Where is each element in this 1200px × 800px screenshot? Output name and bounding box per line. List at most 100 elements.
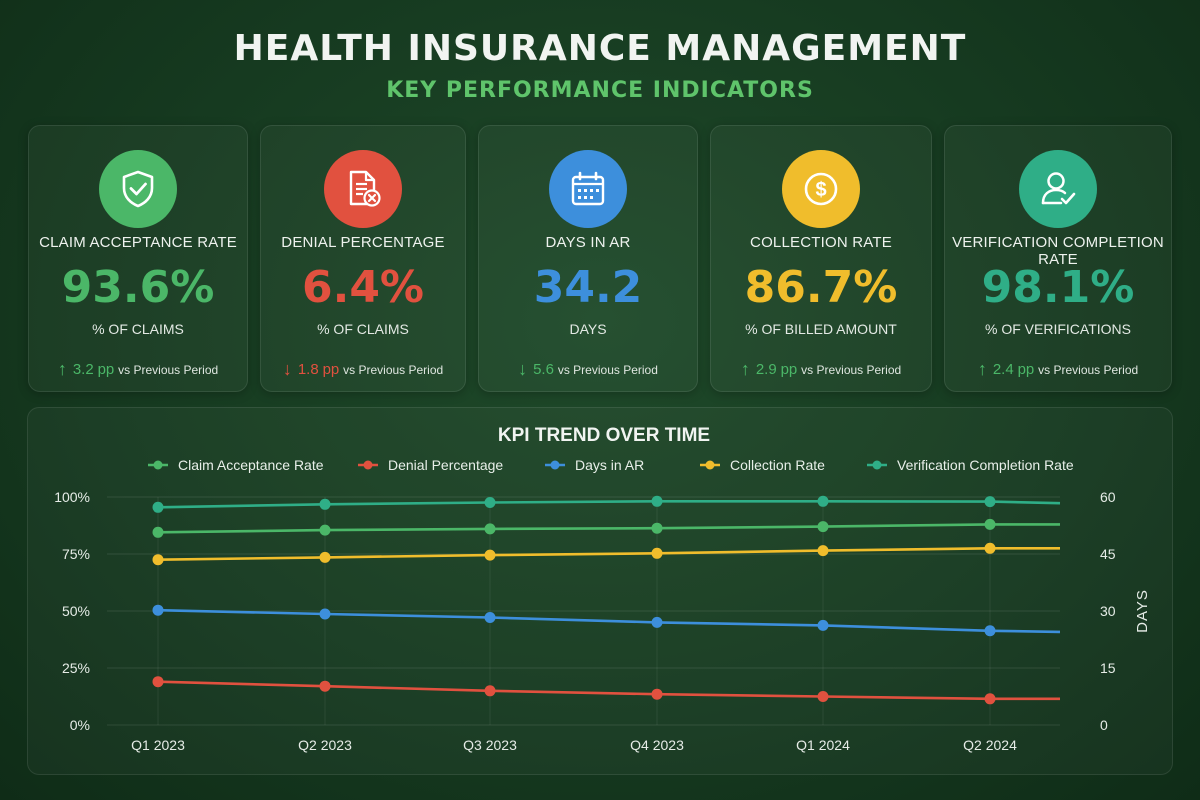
page-subtitle: KEY PERFORMANCE INDICATORS	[386, 78, 814, 103]
data-point	[484, 523, 496, 535]
data-point	[817, 495, 829, 507]
kpi-unit: % OF CLAIMS	[92, 321, 184, 337]
document-x-icon	[324, 150, 402, 228]
data-point	[484, 685, 496, 697]
kpi-label: DAYS IN AR	[545, 234, 631, 251]
y-tick-label: 0%	[70, 717, 90, 733]
data-point	[152, 604, 164, 616]
user-check-icon	[1019, 150, 1097, 228]
kpi-delta-suffix: vs Previous Period	[118, 363, 219, 377]
data-point	[152, 554, 164, 566]
data-point	[984, 625, 996, 637]
legend-item: Collection Rate	[700, 457, 825, 473]
x-tick-label: Q4 2023	[630, 737, 684, 753]
arrow-up-icon: ↑	[57, 359, 67, 379]
legend-label: Days in AR	[575, 457, 644, 473]
data-point	[319, 498, 331, 510]
y2-tick-label: 60	[1100, 489, 1116, 505]
x-tick-label: Q2 2023	[298, 737, 352, 753]
series-collection-rate	[152, 542, 1060, 566]
data-point	[984, 518, 996, 530]
arrow-up-icon: ↑	[740, 359, 750, 379]
kpi-card: $ COLLECTION RATE 86.7% % OF BILLED AMOUNT ↑…	[710, 125, 932, 392]
kpi-unit: % OF BILLED AMOUNT	[745, 321, 897, 337]
kpi-label: DENIAL PERCENTAGE	[281, 234, 445, 251]
data-point	[651, 616, 663, 628]
data-point	[817, 691, 829, 702]
legend-marker	[705, 460, 715, 470]
shield-check-icon	[99, 150, 177, 228]
calendar-icon	[549, 150, 627, 228]
kpi-delta: ↓ 1.8 pp vs Previous Period	[261, 358, 465, 379]
chart-panel	[27, 407, 1173, 775]
series-days-in-ar	[152, 604, 1061, 637]
legend-item: Days in AR	[545, 457, 644, 473]
x-tick-label: Q3 2023	[463, 737, 517, 753]
legend-item: Claim Acceptance Rate	[148, 457, 324, 473]
legend-label: Claim Acceptance Rate	[178, 457, 324, 473]
kpi-card: VERIFICATION COMPLETION RATE 98.1% % OF VE…	[944, 125, 1172, 392]
kpi-card: DENIAL PERCENTAGE 6.4% % OF CLAIMS ↓ 1.8 pp …	[260, 125, 466, 392]
y2-tick-label: 15	[1100, 660, 1116, 676]
kpi-delta-suffix: vs Previous Period	[801, 363, 902, 377]
arrow-down-icon: ↓	[518, 359, 528, 379]
data-point	[651, 495, 663, 507]
kpi-value: 93.6%	[61, 262, 215, 313]
kpi-value: 86.7%	[744, 262, 898, 313]
legend-item: Verification Completion Rate	[867, 457, 1074, 473]
legend-marker	[363, 460, 373, 470]
kpi-label: VERIFICATION COMPLETION RATE	[952, 234, 1164, 268]
kpi-delta: ↑ 3.2 pp vs Previous Period	[29, 358, 247, 379]
legend-label: Collection Rate	[730, 457, 825, 473]
x-tick-label: Q2 2024	[963, 737, 1017, 753]
chart-grid	[107, 496, 1060, 726]
dollar-icon: $	[782, 150, 860, 228]
kpi-delta-value: 1.8	[297, 361, 319, 378]
x-tick-label: Q1 2023	[131, 737, 185, 753]
kpi-unit: % OF CLAIMS	[317, 321, 409, 337]
series-line	[157, 680, 1060, 701]
data-point	[817, 545, 829, 557]
data-point	[817, 619, 829, 631]
y-tick-label: 50%	[62, 603, 90, 619]
kpi-delta-suffix: vs Previous Period	[557, 363, 658, 377]
kpi-delta-unit: pp	[1017, 361, 1035, 378]
arrow-down-icon: ↓	[282, 359, 292, 379]
y2-tick-label: 45	[1100, 546, 1116, 562]
legend-marker	[550, 460, 560, 470]
y-tick-label: 100%	[54, 489, 90, 505]
kpi-delta-unit: pp	[780, 361, 798, 378]
page-title: HEALTH INSURANCE MANAGEMENT	[233, 28, 967, 69]
legend-marker	[153, 460, 163, 470]
series-line	[157, 608, 1061, 634]
y2-tick-label: 0	[1100, 717, 1108, 733]
kpi-delta: ↑ 2.9 pp vs Previous Period	[711, 358, 931, 379]
kpi-value: 6.4%	[301, 262, 425, 313]
kpi-unit: DAYS	[569, 321, 607, 337]
legend-label: Denial Percentage	[388, 457, 503, 473]
data-point	[484, 612, 496, 623]
kpi-label: COLLECTION RATE	[750, 234, 892, 251]
y-tick-label: 75%	[62, 546, 90, 562]
data-point	[152, 501, 164, 513]
data-point	[984, 693, 996, 705]
series-line	[157, 499, 1061, 509]
series-denial-percentage	[152, 676, 1060, 705]
legend-item: Denial Percentage	[358, 457, 503, 473]
kpi-delta-value: 2.4	[992, 361, 1014, 378]
kpi-card: CLAIM ACCEPTANCE RATE 93.6% % OF CLAIMS ↑ 3.…	[28, 125, 248, 392]
y2-tick-label: 30	[1100, 603, 1116, 619]
svg-text:$: $	[815, 179, 826, 201]
data-point	[984, 496, 996, 508]
kpi-card: DAYS IN AR 34.2 DAYS ↓ 5.6 vs Previous Perio…	[478, 125, 698, 392]
kpi-label: CLAIM ACCEPTANCE RATE	[39, 234, 237, 251]
y-tick-label: 25%	[62, 660, 90, 676]
data-point	[651, 547, 663, 559]
kpi-value: 34.2	[533, 262, 643, 313]
data-point	[984, 542, 996, 554]
data-point	[484, 549, 496, 561]
data-point	[651, 688, 663, 700]
data-point	[152, 676, 164, 688]
kpi-delta: ↑ 2.4 pp vs Previous Period	[945, 358, 1171, 379]
series-verification-completion-rate	[152, 495, 1061, 513]
